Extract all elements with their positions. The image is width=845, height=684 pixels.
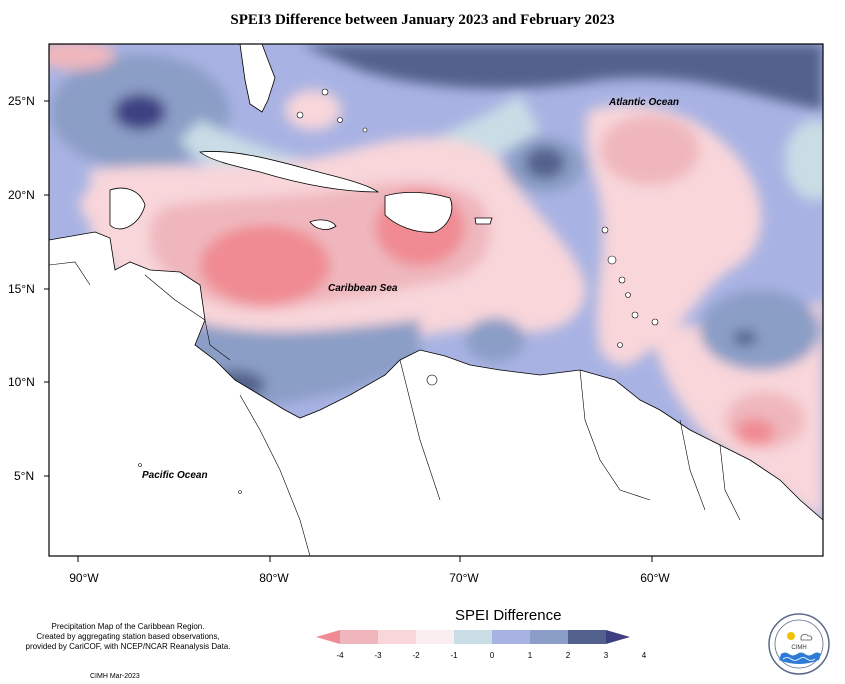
legend-swatch — [340, 630, 378, 644]
axis-ticks — [44, 100, 653, 562]
legend-swatch — [530, 630, 568, 644]
lon-label-80w: 80°W — [259, 571, 289, 585]
spei-field — [49, 44, 823, 556]
lat-label-20n: 20°N — [8, 188, 35, 202]
sun-icon — [787, 632, 795, 640]
cimh-logo: CIMH — [768, 613, 830, 675]
credit-line: provided by CariCOF, with NCEP/NCAR Rean… — [25, 642, 231, 651]
lon-label-60w: 60°W — [640, 571, 670, 585]
legend-tick-label: -2 — [412, 651, 420, 660]
legend-tick-label: 1 — [528, 651, 533, 660]
atlantic-ocean-label: Atlantic Ocean — [609, 97, 680, 108]
legend-swatch — [492, 630, 530, 644]
legend-arrow-low — [316, 630, 340, 644]
credit-date: CIMH Mar-2023 — [90, 673, 140, 680]
lat-label-10n: 10°N — [8, 375, 35, 389]
legend-swatch — [378, 630, 416, 644]
islands — [138, 88, 659, 494]
pacific-ocean-label: Pacific Ocean — [142, 470, 208, 481]
legend-tick-label: -4 — [336, 651, 344, 660]
legend-tick-label: 4 — [642, 651, 647, 660]
lat-label-15n: 15°N — [8, 282, 35, 296]
lon-label-70w: 70°W — [449, 571, 479, 585]
credit-line: Created by aggregating station based obs… — [36, 632, 220, 641]
legend-title: SPEI Difference — [455, 607, 562, 624]
logo-text: CIMH — [791, 645, 806, 651]
legend-tick-label: -1 — [450, 651, 458, 660]
caribbean-sea-label: Caribbean Sea — [328, 283, 398, 294]
legend-tick-label: -3 — [374, 651, 382, 660]
map-title: SPEI3 Difference between January 2023 an… — [230, 12, 615, 28]
lat-label-25n: 25°N — [8, 94, 35, 108]
borders — [49, 261, 741, 556]
legend-tick-label: 3 — [604, 651, 609, 660]
credit-text: Precipitation Map of the Caribbean Regio… — [8, 622, 248, 652]
legend-swatch — [416, 630, 454, 644]
map-frame — [48, 43, 824, 557]
legend-arrow-high — [606, 630, 630, 644]
lat-label-5n: 5°N — [14, 469, 35, 483]
lon-label-90w: 90°W — [69, 571, 99, 585]
color-legend: -4 -3 -2 -1 0 1 2 3 4 — [316, 630, 647, 660]
legend-swatch — [568, 630, 606, 644]
legend-tick-label: 2 — [566, 651, 571, 660]
landmass — [49, 44, 823, 556]
cloud-icon — [800, 633, 813, 641]
credit-line: Precipitation Map of the Caribbean Regio… — [51, 622, 205, 631]
legend-tick-label: 0 — [490, 651, 495, 660]
legend-swatch — [454, 630, 492, 644]
